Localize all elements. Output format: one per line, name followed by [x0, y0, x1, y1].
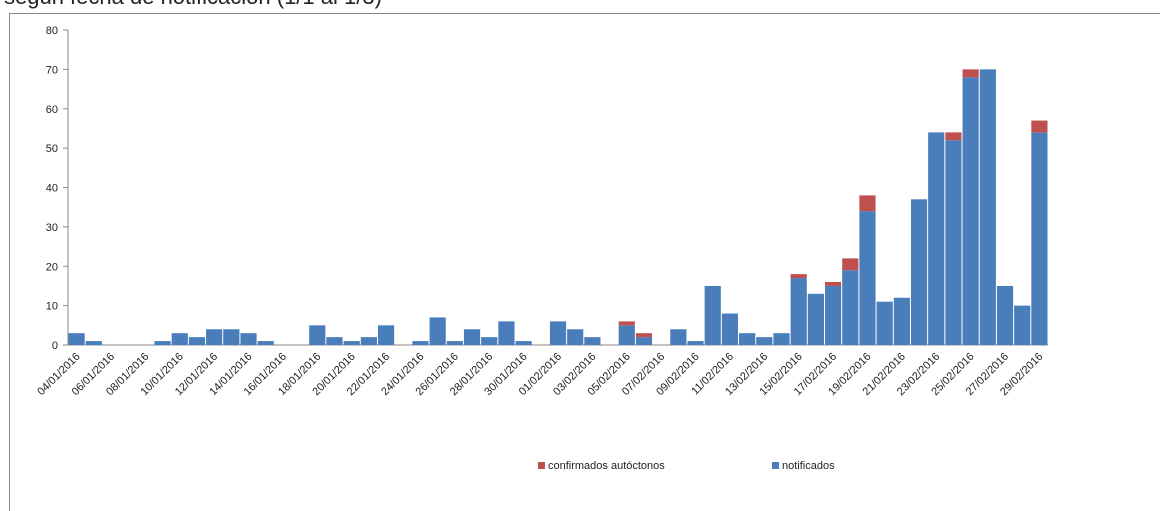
chart-frame	[9, 13, 1160, 511]
legend-swatch	[772, 462, 779, 469]
bar-segment	[188, 337, 206, 345]
bar-segment	[171, 333, 188, 345]
bar-segment	[635, 333, 653, 338]
bar-segment	[429, 317, 446, 345]
chart-title: según fecha de notificación (1/1 al 1/3)	[4, 0, 382, 9]
bar-segment	[790, 274, 807, 279]
bar-segment	[481, 337, 498, 345]
bar-segment	[549, 321, 567, 345]
bar-segment	[223, 329, 240, 345]
bar-segment	[257, 341, 274, 345]
y-tick-label: 50	[46, 143, 58, 155]
bar-segment	[824, 285, 842, 345]
bar-segment	[1031, 120, 1048, 133]
bar-segment	[240, 333, 257, 345]
bar-segment	[910, 199, 928, 345]
bar-segment	[1031, 132, 1048, 345]
bar-segment	[618, 325, 635, 345]
bar-segment	[635, 337, 653, 345]
y-tick-label: 20	[46, 261, 58, 273]
y-tick-label: 10	[46, 301, 58, 313]
bar-segment	[704, 285, 721, 345]
bar-segment	[584, 337, 601, 345]
bar-segment	[979, 69, 996, 345]
bar-segment	[962, 69, 979, 78]
bar-segment	[360, 337, 377, 345]
bar-segment	[842, 270, 859, 345]
bar-segment	[842, 258, 859, 271]
bar-segment	[721, 313, 739, 345]
bar-segment	[996, 285, 1014, 345]
legend-label: notificados	[782, 460, 835, 472]
bar-segment	[859, 211, 876, 345]
bar-segment	[68, 333, 85, 345]
bar-segment	[945, 132, 962, 141]
bar-segment	[309, 325, 326, 345]
bar-segment	[343, 341, 360, 345]
bar-segment	[876, 301, 893, 345]
bar-segment	[670, 329, 687, 345]
bar-segment	[377, 325, 395, 345]
bar-segment	[567, 329, 584, 345]
bar-segment	[154, 341, 171, 345]
bar-segment	[756, 337, 773, 345]
y-tick-label: 40	[46, 183, 58, 195]
bar-segment	[739, 333, 756, 345]
bar-segment	[498, 321, 515, 345]
bar-segment	[893, 297, 910, 345]
bar-segment	[463, 329, 481, 345]
bar-segment	[515, 341, 532, 345]
y-tick-label: 0	[52, 340, 58, 352]
bar-segment	[807, 293, 824, 345]
legend-label: confirmados autóctonos	[548, 460, 665, 472]
y-tick-label: 70	[46, 64, 58, 76]
bar-segment	[446, 341, 463, 345]
bar-segment	[928, 132, 945, 345]
bar-segment	[618, 321, 635, 326]
bar-segment	[962, 77, 979, 345]
bar-segment	[85, 341, 102, 345]
y-tick-label: 60	[46, 104, 58, 116]
bar-segment	[773, 333, 790, 345]
bar-segment	[326, 337, 343, 345]
bar-segment	[687, 341, 704, 345]
bar-segment	[206, 329, 223, 345]
bar-segment	[412, 341, 429, 345]
legend-swatch	[538, 462, 545, 469]
y-tick-label: 80	[46, 25, 58, 37]
y-tick-label: 30	[46, 222, 58, 234]
bar-segment	[859, 195, 876, 212]
bar-segment	[824, 282, 842, 286]
bar-segment	[1014, 305, 1031, 345]
bar-segment	[790, 278, 807, 345]
bar-segment	[945, 140, 962, 345]
